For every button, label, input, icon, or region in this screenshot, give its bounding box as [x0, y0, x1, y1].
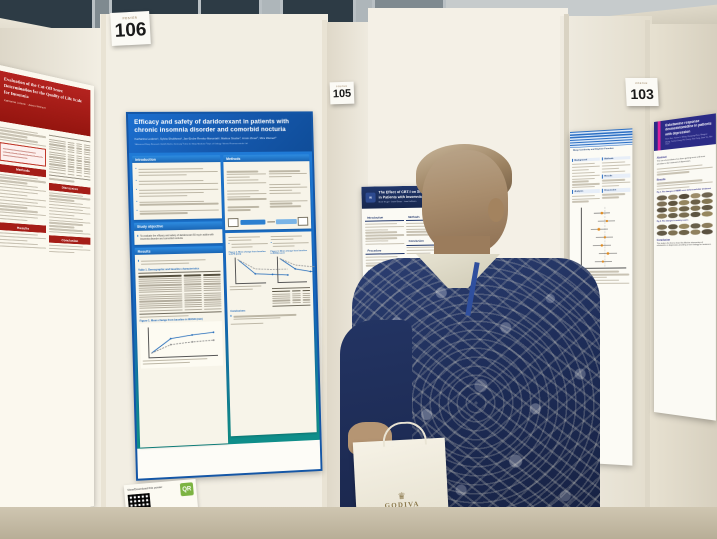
ear: [488, 198, 504, 222]
section-introduction: Introduction: [132, 155, 223, 221]
poster-main-title: Efficacy and safety of daridorexant in p…: [134, 118, 290, 135]
results-card: Table 1. Demographic and baseline charac…: [134, 253, 229, 448]
poster-main-affiliations: ¹Advanced Sleep Research GmbH, Berlin, G…: [134, 143, 248, 147]
poster-main-authors: Katharina Lederer¹, Sylvia Shulthess², J…: [134, 136, 277, 142]
section-heading-methods: Methods: [601, 155, 631, 161]
data-table: [48, 134, 91, 181]
poster-main-body: Introduction Study objective To evaluate…: [129, 151, 319, 448]
section-study-objective: Study objective To evaluate the efficacy…: [133, 221, 223, 246]
figure-3-block: Figure 3. Mean change from baseline in I…: [270, 234, 310, 307]
poster-left-red[interactable]: Evaluation of the Cut-Off Score Determin…: [0, 63, 95, 529]
accent-stripe: [657, 121, 661, 152]
floor: [0, 507, 717, 539]
line-chart-lps: [234, 257, 266, 285]
figure-caption-3: Figure 3. Mean change from baseline in I…: [270, 249, 308, 255]
objective-card: To evaluate the efficacy and safety of d…: [134, 228, 223, 246]
section-methods: Methods: [223, 154, 312, 230]
poster-number-tag-103: POSTER 103: [625, 78, 659, 106]
poster-far-right-103[interactable]: Esketamine response dexmedetomidine in p…: [654, 113, 716, 421]
objective-text: To evaluate the efficacy and safety of d…: [140, 233, 214, 241]
section-heading-discussion: Discussion: [601, 188, 631, 193]
poster-main-106[interactable]: Efficacy and safety of daridorexant in p…: [125, 111, 323, 481]
board-frame: [101, 14, 106, 539]
poster-number-value: 103: [629, 85, 655, 102]
person-viewing-poster: ♛ GODIVA BELGIUM 1926: [338, 144, 600, 539]
section-results: Results Table 1. Demographic and baselin…: [134, 246, 229, 448]
board-frame: [322, 20, 327, 539]
qr-badge-icon: QR: [179, 482, 194, 497]
safety-table: [271, 286, 311, 307]
poster-far-right-body: Abstract The use of anesthetics has been…: [654, 145, 716, 251]
introduction-card: [132, 162, 223, 221]
poster-left-section-conclusion: Conclusion: [48, 235, 91, 245]
line-chart-svg: [149, 325, 218, 357]
figure-1: [139, 321, 224, 369]
results-right-panel: Figure 2. Mean change from baseline in L…: [225, 231, 316, 437]
line-chart-idsiq: [276, 256, 307, 283]
results-figures-card: Figure 2. Mean change from baseline in L…: [225, 231, 316, 437]
poster-main-column-right: Methods: [223, 154, 316, 437]
poster-number-tag-106: POSTER 106: [110, 11, 151, 46]
board-frame: [645, 20, 650, 539]
heatmap-grid-2: [656, 222, 713, 236]
conclusion-text: This study is the first to show the effe…: [656, 241, 712, 248]
poster-left-section-results: Results: [0, 222, 46, 233]
figure-2-block: Figure 2. Mean change from baseline in L…: [228, 234, 269, 308]
poster-right-column-2: Methods Results Discussion: [601, 154, 631, 203]
poster-left-column-1: Methods Results: [0, 124, 46, 253]
poster-number-value: 105: [332, 87, 352, 101]
poster-number-value: 106: [114, 19, 147, 42]
line-chart-svg: [277, 255, 322, 282]
section-heading-results: Results: [601, 173, 631, 179]
heatmap-grid: [656, 192, 713, 219]
poster-main-column-left: Introduction Study objective To evaluate…: [132, 155, 229, 448]
demographics-table: [138, 270, 222, 315]
poster-left-columns: Methods Results: [0, 124, 94, 256]
figure-caption-2: Figure 2. Mean change from baseline in L…: [228, 250, 266, 256]
poster-main-header: Efficacy and safety of daridorexant in p…: [127, 113, 312, 153]
line-chart-waso: [147, 325, 219, 359]
poster-number-tag-105: POSTER 105: [329, 81, 355, 105]
methods-card: [223, 161, 312, 230]
poster-left-column-2: Discussion Conclusion: [48, 132, 91, 255]
study-flow-diagram: [227, 216, 309, 228]
highlight-box: [0, 142, 46, 167]
